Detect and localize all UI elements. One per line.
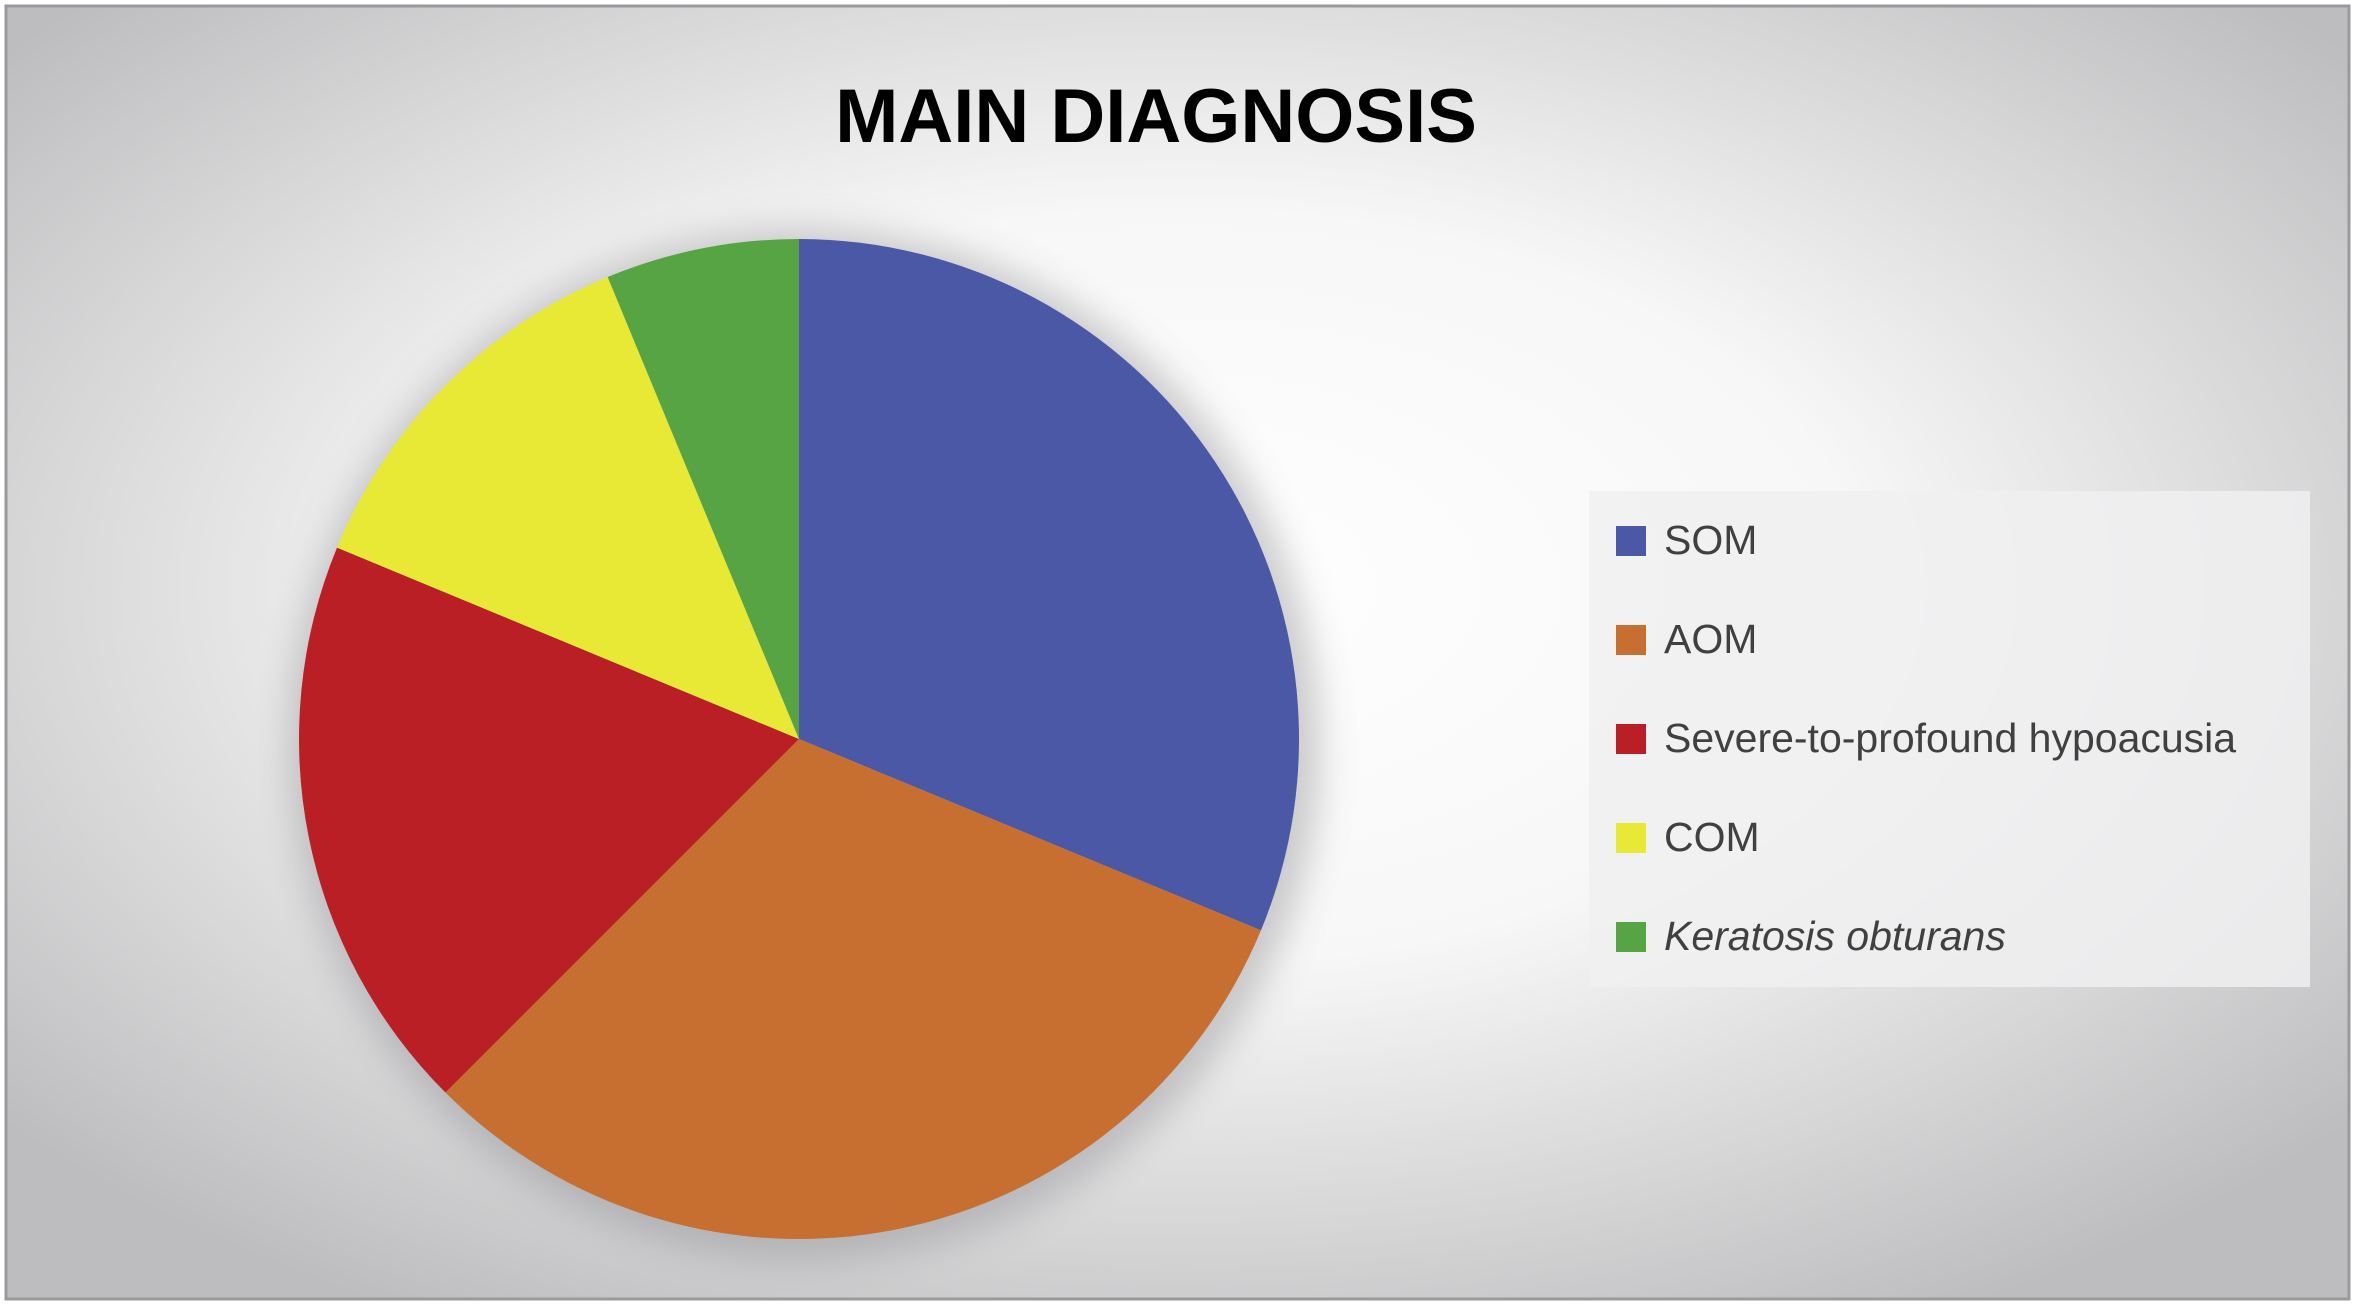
legend-label: SOM <box>1664 517 1757 563</box>
legend-label: Keratosis obturans <box>1664 913 2006 959</box>
pie-slice <box>607 239 799 739</box>
legend-swatch <box>1616 823 1646 853</box>
legend-label: Severe-to-profound hypoacusia <box>1664 715 2236 761</box>
pie-slice <box>799 239 1299 931</box>
pie-slice <box>445 739 1261 1240</box>
legend-swatch <box>1616 724 1646 754</box>
chart-title: MAIN DIAGNOSIS <box>835 74 1477 159</box>
legend-swatch <box>1616 922 1646 952</box>
pie-slice <box>299 547 799 1093</box>
legend-box <box>1589 491 2310 987</box>
legend-swatch <box>1616 625 1646 655</box>
legend-label: COM <box>1664 814 1760 860</box>
legend-swatch <box>1616 526 1646 556</box>
legend-label: AOM <box>1664 616 1757 662</box>
pie-slice <box>337 277 799 739</box>
